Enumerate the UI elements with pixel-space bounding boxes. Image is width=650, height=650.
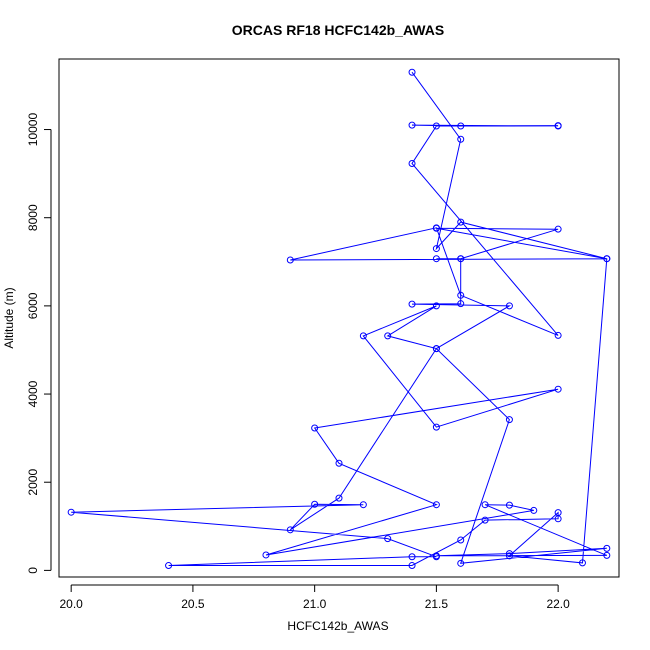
series-line: [71, 71, 608, 566]
data-point: [408, 121, 416, 129]
y-axis-label: Altitude (m): [2, 287, 16, 348]
data-point: [505, 302, 513, 310]
data-point: [432, 302, 440, 310]
data-point: [505, 552, 513, 560]
data-point: [554, 122, 562, 130]
y-axis: 0 2000 4000 6000 8000 10000: [26, 113, 52, 574]
data-point: [384, 332, 392, 340]
x-tick-label: 21.5: [425, 597, 449, 611]
data-point: [603, 544, 611, 552]
y-tick-label: 2000: [26, 469, 40, 496]
data-point: [481, 501, 489, 509]
data-point: [481, 516, 489, 524]
data-point: [286, 256, 294, 264]
data-point: [603, 255, 611, 263]
data-point: [262, 551, 270, 559]
data-point: [311, 424, 319, 432]
x-tick-label: 21.0: [303, 597, 327, 611]
data-point: [384, 535, 392, 543]
data-point: [408, 562, 416, 570]
data-point: [432, 224, 440, 232]
data-point: [505, 550, 513, 558]
x-tick-label: 20.0: [59, 597, 83, 611]
data-point: [335, 459, 343, 467]
data-point: [286, 526, 294, 534]
chart-title: ORCAS RF18 HCFC142b_AWAS: [232, 22, 444, 38]
data-point: [432, 245, 440, 253]
data-point: [457, 255, 465, 263]
y-tick-label: 4000: [26, 380, 40, 407]
data-point: [505, 501, 513, 509]
data-point: [457, 559, 465, 567]
data-point: [408, 68, 416, 76]
data-point: [457, 291, 465, 299]
x-axis: 20.0 20.5 21.0 21.5 22.0: [59, 584, 570, 611]
data-point: [554, 225, 562, 233]
series-group: [67, 68, 611, 570]
data-point: [457, 300, 465, 308]
data-point: [432, 255, 440, 263]
data-point: [554, 515, 562, 523]
data-point: [554, 385, 562, 393]
data-point: [67, 508, 75, 516]
y-tick-label: 0: [26, 567, 40, 574]
data-point: [432, 122, 440, 130]
data-point: [603, 551, 611, 559]
data-point: [359, 332, 367, 340]
data-point: [432, 345, 440, 353]
data-point: [432, 423, 440, 431]
data-point: [311, 500, 319, 508]
data-point: [165, 562, 173, 570]
data-point: [578, 559, 586, 567]
data-point: [408, 300, 416, 308]
data-point: [432, 552, 440, 560]
x-tick-label: 20.5: [181, 597, 205, 611]
data-point: [505, 416, 513, 424]
data-point: [335, 494, 343, 502]
data-point: [457, 536, 465, 544]
plot-area-frame: [58, 58, 620, 578]
data-point: [359, 501, 367, 509]
x-tick-label: 22.0: [546, 597, 570, 611]
data-point: [432, 501, 440, 509]
data-point: [530, 506, 538, 514]
x-axis-label: HCFC142b_AWAS: [287, 619, 388, 633]
y-tick-label: 6000: [26, 292, 40, 319]
data-point: [408, 553, 416, 561]
data-point: [408, 159, 416, 167]
data-point: [457, 135, 465, 143]
data-point: [457, 122, 465, 130]
y-tick-label: 10000: [26, 113, 40, 147]
data-point: [457, 218, 465, 226]
data-point: [554, 331, 562, 339]
y-tick-label: 8000: [26, 204, 40, 231]
